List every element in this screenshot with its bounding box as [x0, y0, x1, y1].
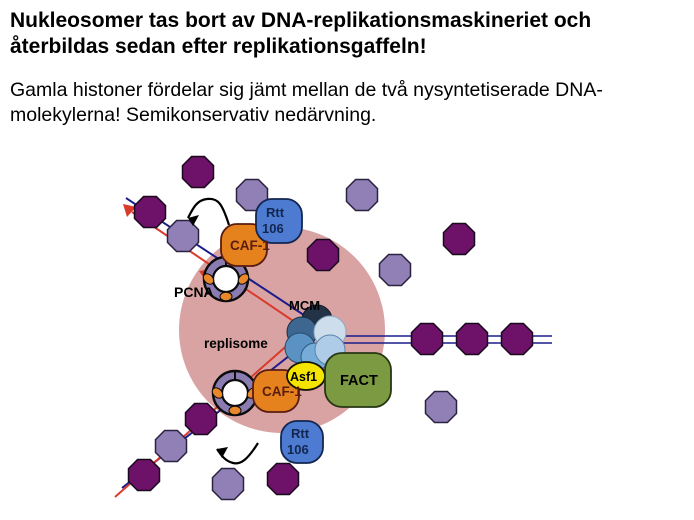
svg-text:PCNA: PCNA — [174, 284, 214, 300]
svg-text:106: 106 — [262, 221, 284, 236]
svg-text:Rtt: Rtt — [266, 205, 285, 220]
svg-text:FACT: FACT — [340, 373, 378, 389]
svg-text:Asf1: Asf1 — [290, 370, 317, 384]
svg-text:CAF-1: CAF-1 — [230, 238, 270, 253]
svg-text:MCM: MCM — [289, 298, 320, 313]
svg-text:Rtt: Rtt — [291, 426, 310, 441]
svg-text:CAF-1: CAF-1 — [262, 384, 302, 399]
svg-text:replisome: replisome — [204, 336, 268, 351]
svg-text:106: 106 — [287, 442, 309, 457]
